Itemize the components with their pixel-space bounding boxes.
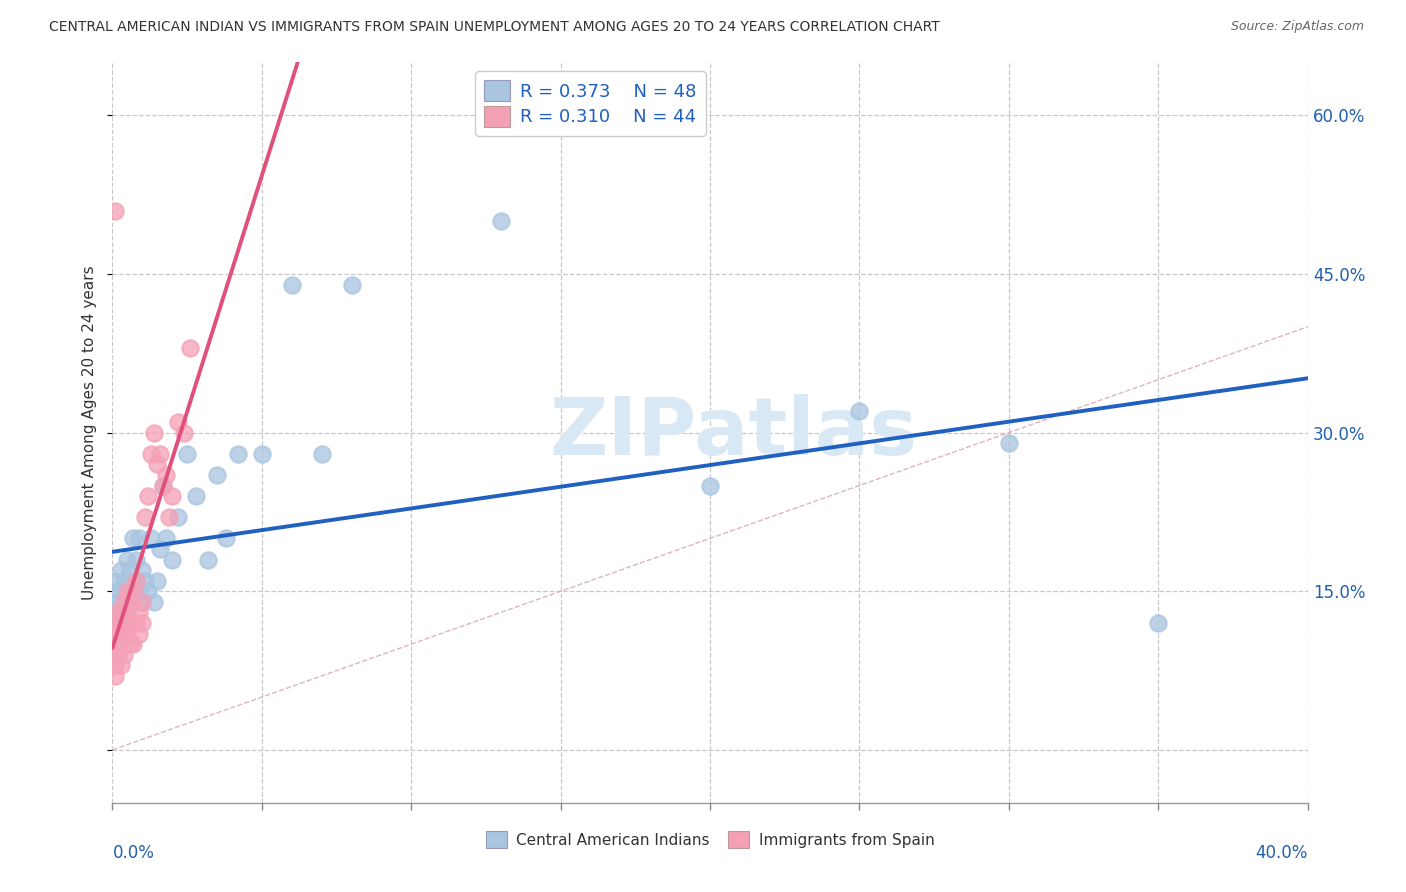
- Point: [104, 203, 127, 218]
- Point: [104, 595, 127, 609]
- Point: [131, 615, 153, 630]
- Point: [215, 532, 238, 546]
- Point: [281, 277, 304, 292]
- Point: [146, 574, 169, 588]
- Point: [311, 447, 333, 461]
- Point: [340, 277, 363, 292]
- Point: [110, 615, 132, 630]
- Point: [107, 637, 129, 651]
- Point: [131, 595, 153, 609]
- Point: [104, 637, 127, 651]
- Point: [131, 563, 153, 577]
- Point: [155, 467, 177, 482]
- Point: [107, 606, 129, 620]
- Point: [197, 552, 219, 566]
- Point: [155, 532, 177, 546]
- Point: [152, 478, 174, 492]
- Point: [141, 447, 163, 461]
- Point: [162, 552, 183, 566]
- Point: [114, 595, 135, 609]
- Point: [114, 648, 135, 662]
- Point: [114, 615, 135, 630]
- Point: [489, 214, 512, 228]
- Point: [179, 341, 201, 355]
- Text: CENTRAL AMERICAN INDIAN VS IMMIGRANTS FROM SPAIN UNEMPLOYMENT AMONG AGES 20 TO 2: CENTRAL AMERICAN INDIAN VS IMMIGRANTS FR…: [49, 20, 941, 34]
- Point: [134, 574, 156, 588]
- Point: [114, 584, 135, 599]
- Point: [138, 584, 160, 599]
- Point: [128, 626, 150, 640]
- Point: [146, 458, 169, 472]
- Point: [141, 532, 163, 546]
- Point: [110, 606, 132, 620]
- Point: [104, 648, 127, 662]
- Point: [162, 489, 183, 503]
- Point: [122, 584, 145, 599]
- Point: [167, 415, 190, 429]
- Point: [120, 595, 142, 609]
- Point: [699, 478, 721, 492]
- Text: ZIPatlas: ZIPatlas: [550, 393, 918, 472]
- Y-axis label: Unemployment Among Ages 20 to 24 years: Unemployment Among Ages 20 to 24 years: [82, 265, 97, 600]
- Point: [110, 626, 132, 640]
- Point: [173, 425, 195, 440]
- Point: [120, 563, 142, 577]
- Point: [107, 648, 129, 662]
- Point: [120, 574, 142, 588]
- Point: [128, 606, 150, 620]
- Point: [122, 584, 145, 599]
- Point: [104, 658, 127, 673]
- Point: [104, 574, 127, 588]
- Point: [117, 606, 139, 620]
- Point: [157, 510, 180, 524]
- Point: [110, 563, 132, 577]
- Point: [125, 552, 148, 566]
- Point: [117, 584, 139, 599]
- Point: [117, 606, 139, 620]
- Point: [226, 447, 249, 461]
- Point: [114, 574, 135, 588]
- Point: [117, 626, 139, 640]
- Point: [125, 615, 148, 630]
- Point: [848, 404, 870, 418]
- Point: [125, 574, 148, 588]
- Point: [117, 595, 139, 609]
- Point: [205, 467, 228, 482]
- Point: [104, 669, 127, 683]
- Point: [998, 436, 1021, 450]
- Legend: Central American Indians, Immigrants from Spain: Central American Indians, Immigrants fro…: [479, 824, 941, 855]
- Point: [107, 606, 129, 620]
- Text: Source: ZipAtlas.com: Source: ZipAtlas.com: [1230, 20, 1364, 33]
- Point: [143, 595, 166, 609]
- Point: [120, 595, 142, 609]
- Point: [128, 584, 150, 599]
- Point: [250, 447, 273, 461]
- Point: [122, 532, 145, 546]
- Point: [107, 584, 129, 599]
- Point: [149, 541, 172, 556]
- Point: [176, 447, 198, 461]
- Point: [152, 478, 174, 492]
- Point: [117, 552, 139, 566]
- Point: [134, 510, 156, 524]
- Point: [104, 615, 127, 630]
- Point: [122, 637, 145, 651]
- Point: [1147, 615, 1170, 630]
- Point: [186, 489, 208, 503]
- Point: [131, 595, 153, 609]
- Point: [128, 532, 150, 546]
- Point: [120, 615, 142, 630]
- Point: [143, 425, 166, 440]
- Point: [107, 626, 129, 640]
- Point: [149, 447, 172, 461]
- Point: [125, 574, 148, 588]
- Point: [110, 658, 132, 673]
- Point: [167, 510, 190, 524]
- Point: [138, 489, 160, 503]
- Point: [110, 595, 132, 609]
- Point: [120, 637, 142, 651]
- Point: [110, 615, 132, 630]
- Text: 0.0%: 0.0%: [112, 844, 155, 862]
- Text: 40.0%: 40.0%: [1256, 844, 1308, 862]
